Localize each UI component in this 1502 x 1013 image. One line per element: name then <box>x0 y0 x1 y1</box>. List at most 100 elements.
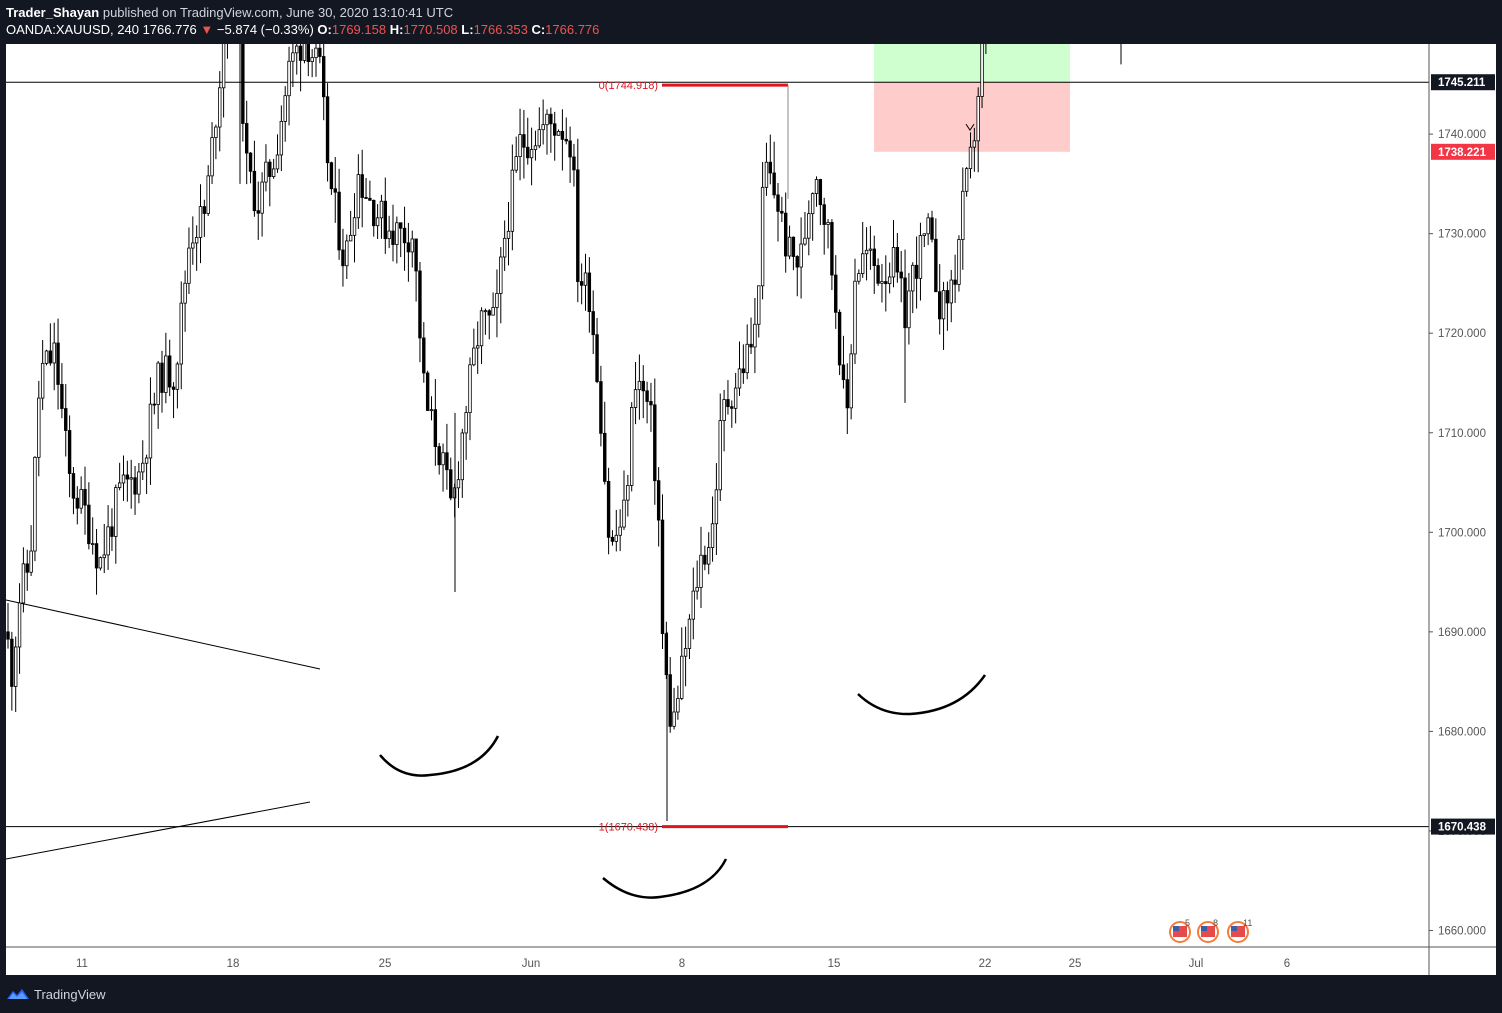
candle[interactable] <box>218 71 222 152</box>
candle[interactable] <box>360 149 364 228</box>
candle[interactable] <box>703 545 707 571</box>
candle[interactable] <box>268 159 272 207</box>
candle[interactable] <box>398 222 403 258</box>
candle[interactable] <box>60 363 64 419</box>
candle[interactable] <box>526 117 530 165</box>
candle[interactable] <box>803 211 807 246</box>
candle[interactable] <box>406 222 411 282</box>
candle[interactable] <box>911 262 915 314</box>
candle[interactable] <box>872 235 876 294</box>
brand-name[interactable]: TradingView <box>34 987 106 1002</box>
candle[interactable] <box>610 530 615 546</box>
candle[interactable] <box>295 44 299 75</box>
candle[interactable] <box>822 197 826 255</box>
candle[interactable] <box>372 199 376 237</box>
candle[interactable] <box>256 181 260 240</box>
candle[interactable] <box>541 99 545 145</box>
candle[interactable] <box>464 405 468 460</box>
candle[interactable] <box>460 428 464 498</box>
candle[interactable] <box>922 233 926 248</box>
candle[interactable] <box>795 255 799 297</box>
candle[interactable] <box>244 100 249 185</box>
candle[interactable] <box>957 235 961 292</box>
candle[interactable] <box>395 216 399 264</box>
candle[interactable] <box>760 161 765 300</box>
candle[interactable] <box>572 143 576 187</box>
candle[interactable] <box>980 44 984 109</box>
candle[interactable] <box>626 474 630 517</box>
candle[interactable] <box>753 297 757 374</box>
candle[interactable] <box>306 44 310 77</box>
candle[interactable] <box>414 238 418 302</box>
candle[interactable] <box>614 509 618 552</box>
candle[interactable] <box>48 323 53 366</box>
candle[interactable] <box>807 200 811 256</box>
candle[interactable] <box>672 687 676 730</box>
candle[interactable] <box>167 339 172 397</box>
candle[interactable] <box>121 455 126 501</box>
candle[interactable] <box>83 466 87 535</box>
candle[interactable] <box>468 357 472 441</box>
candle[interactable] <box>861 221 865 278</box>
candle[interactable] <box>918 222 923 301</box>
candle[interactable] <box>784 192 788 273</box>
candle[interactable] <box>87 482 91 550</box>
candle[interactable] <box>325 83 330 182</box>
candle[interactable] <box>895 232 900 283</box>
candle[interactable] <box>226 44 229 59</box>
candle[interactable] <box>302 44 307 64</box>
candle[interactable] <box>618 509 622 552</box>
candle[interactable] <box>834 255 838 329</box>
candle[interactable] <box>849 344 853 420</box>
candle[interactable] <box>945 281 950 331</box>
candle[interactable] <box>656 467 661 547</box>
candle[interactable] <box>422 322 426 383</box>
position-loss-zone[interactable] <box>874 82 1070 152</box>
candle[interactable] <box>549 107 553 153</box>
candle[interactable] <box>79 476 83 514</box>
candle[interactable] <box>64 384 68 457</box>
candle[interactable] <box>972 127 977 172</box>
candle[interactable] <box>837 309 842 376</box>
candle[interactable] <box>961 167 965 270</box>
candle[interactable] <box>664 621 669 680</box>
candle[interactable] <box>907 272 911 345</box>
candle[interactable] <box>383 177 387 254</box>
candle[interactable] <box>599 365 603 447</box>
candle[interactable] <box>106 505 110 570</box>
candle[interactable] <box>495 269 499 338</box>
candle[interactable] <box>857 269 861 285</box>
event-badge-icon[interactable]: 11 <box>1227 918 1252 943</box>
candle[interactable] <box>864 227 869 281</box>
candle[interactable] <box>583 253 588 311</box>
candle[interactable] <box>710 496 715 562</box>
candle[interactable] <box>502 220 507 271</box>
candle[interactable] <box>653 378 657 505</box>
candle[interactable] <box>926 213 930 246</box>
candle[interactable] <box>718 393 722 501</box>
candle[interactable] <box>433 379 438 466</box>
candle[interactable] <box>171 382 176 419</box>
candle[interactable] <box>479 307 484 365</box>
candle[interactable] <box>441 443 445 492</box>
candle[interactable] <box>56 318 60 410</box>
candle[interactable] <box>271 158 276 179</box>
candle[interactable] <box>606 467 611 555</box>
candle[interactable] <box>260 172 264 237</box>
candle[interactable] <box>137 462 141 504</box>
candle[interactable] <box>645 381 649 424</box>
candle[interactable] <box>210 122 214 185</box>
candle[interactable] <box>67 415 72 498</box>
candle[interactable] <box>649 382 653 432</box>
candle[interactable] <box>637 354 642 420</box>
event-badge-icon[interactable]: 8 <box>1197 918 1219 943</box>
price-chart[interactable]: -1(1819.398)0(1744.918)1(1670.438) 5811 … <box>0 44 1502 975</box>
candle[interactable] <box>356 154 361 229</box>
candle[interactable] <box>510 144 515 251</box>
candle[interactable] <box>287 46 291 126</box>
time-axis[interactable]: 11 18 25 Jun 8 15 22 25 Jul 6 <box>76 958 1290 970</box>
candle[interactable] <box>29 525 33 576</box>
arc-drawing[interactable] <box>602 858 728 899</box>
candle[interactable] <box>814 176 819 207</box>
candle[interactable] <box>506 202 511 266</box>
